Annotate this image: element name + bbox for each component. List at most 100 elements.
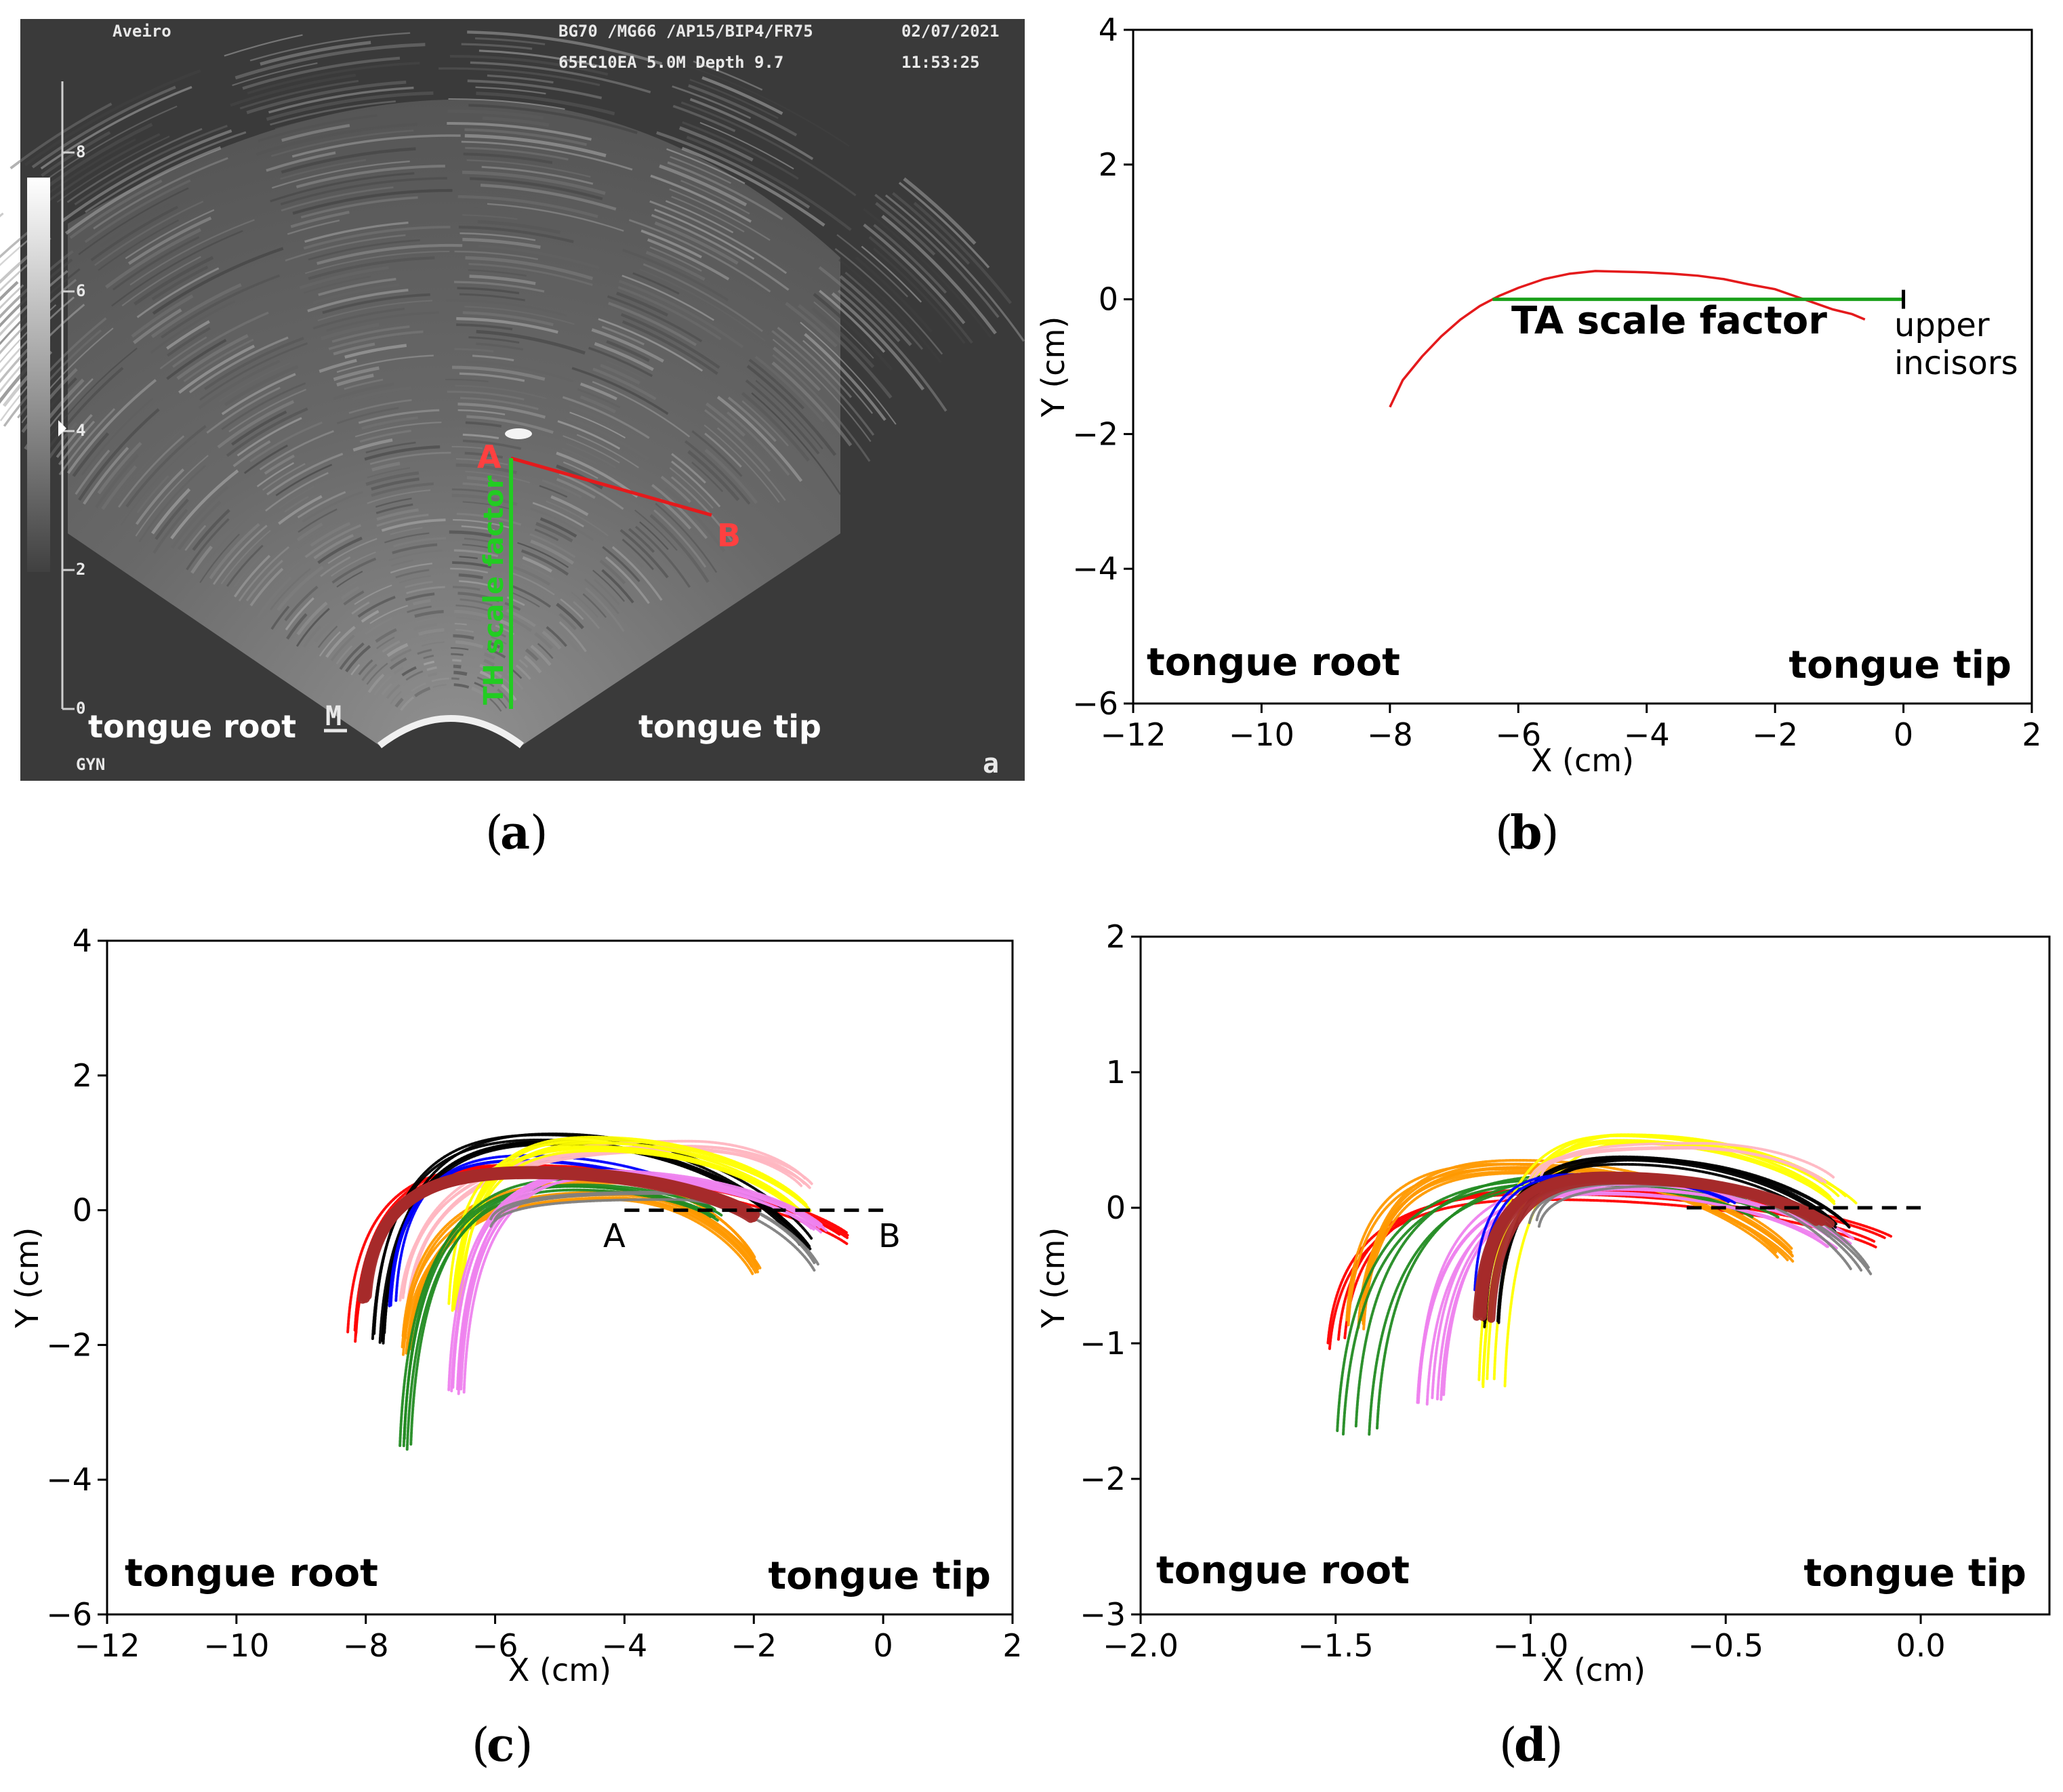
speckle-arc [369,451,451,465]
speckle-arc [558,613,577,630]
speckle-arc [78,187,189,256]
speckle-arc [105,228,201,289]
speckle-arc [520,549,569,576]
speckle-arc [645,251,706,281]
speckle-arc [317,300,433,322]
speckle-arc [639,268,766,342]
speckle-arc [384,532,430,544]
caption-a-letter: a [500,806,530,860]
speckle-arc [278,495,323,525]
y-tick-label: −1 [1080,1325,1126,1362]
speckle-arc [308,256,435,281]
speckle-arc [243,444,288,474]
speckle-arc [656,131,811,209]
speckle-arc [585,587,625,632]
speckle-arc [262,463,306,491]
speckle-arc [463,152,553,164]
x-tick-label: 0 [874,1627,893,1664]
speckle-arc [83,447,129,505]
speckle-arc [839,274,912,346]
speckle-arc [305,250,450,274]
speckle-arc [703,424,780,503]
speckle-arc [556,603,584,630]
speckle-arc [818,266,901,342]
speckle-arc [232,440,271,468]
speckle-arc [298,508,338,533]
speckle-arc [556,478,596,500]
speckle-arc [651,213,790,291]
speckle-arc [459,396,539,411]
panel-b-ticks: −12 −10 −8 −6 −4 −2 0 2 −6 −4 −2 0 2 4 [1072,12,2041,753]
speckle-arc [670,156,732,184]
y-tick-label: −4 [46,1461,92,1498]
speckle-arc [454,609,491,619]
speckle-arc [366,662,388,685]
speckle-arc [591,328,664,363]
speckle-arc [664,487,726,552]
speckle-arc [628,219,771,293]
speckle-arc [529,533,576,558]
speckle-arc [331,325,410,343]
speckle-arc [61,129,232,222]
speckle-arc [172,311,269,368]
speckle-arc [199,533,240,584]
speckle-arc [326,311,439,332]
speckle-arc [546,626,567,647]
speckle-arc [358,409,440,424]
speckle-arc [389,657,407,670]
speckle-arc [680,101,857,197]
speckle-arc [476,91,615,116]
speckle-arc [336,407,399,424]
speckle-arc [479,670,496,681]
speckle-arc [462,544,491,549]
speckle-arc [771,330,875,436]
y-tick-label: −4 [1072,550,1118,587]
speckle-arc [487,640,501,649]
speckle-arc [270,605,290,630]
speckle-arc [457,402,546,419]
y-tick-label: 1 [1106,1054,1126,1091]
point-b-label: B [717,517,741,554]
panel-d: −2.0 −1.5 −1.0 −0.5 0.0 −3 −2 −1 0 1 2 X (cm) Y (c… [1035,918,2051,1772]
speckle-arc [487,74,554,84]
caption-d-open: ( [1499,1719,1517,1772]
panel-d-ticks: −2.0 −1.5 −1.0 −0.5 0.0 −3 −2 −1 0 1 2 [1080,918,1945,1664]
speckle-arc [97,441,142,495]
speckle-arc [466,159,591,178]
speckle-arc [321,323,380,340]
y-tick-label: −3 [1080,1596,1126,1633]
speckle-arc [651,484,708,539]
speckle-arc [411,682,426,692]
speckle-arc [577,388,621,409]
speckle-arc [127,216,212,265]
speckle-arc [515,664,531,680]
speckle-arc [317,536,363,565]
speckle-arc [672,104,736,133]
speckle-arc [199,342,308,401]
speckle-arc [487,647,506,659]
speckle-arc [671,460,721,508]
speckle-arc [511,572,555,596]
speckle-arc [449,55,609,76]
speckle-arc [621,320,718,375]
panel-b-tongue-tip-label: tongue tip [1789,643,2011,687]
speckle-arc [224,34,303,57]
speckle-arc [331,557,377,584]
speckle-arc [136,267,220,319]
speckle-arc [184,525,207,551]
speckle-arc [493,693,508,709]
speckle-arc [220,529,271,585]
speckle-arc [452,561,492,569]
speckle-arc [340,580,358,593]
speckle-arc [295,607,330,647]
depth-tick-6: 6 [76,281,85,300]
speckle-arc [303,226,451,250]
speckle-arc [451,647,469,651]
speckle-arc [594,342,654,371]
speckle-arc [691,430,743,477]
speckle-arc [453,634,474,640]
speckle-arc [611,546,663,601]
speckle-arc [364,445,441,461]
speckle-arc [322,293,430,314]
speckle-arc [369,605,409,624]
